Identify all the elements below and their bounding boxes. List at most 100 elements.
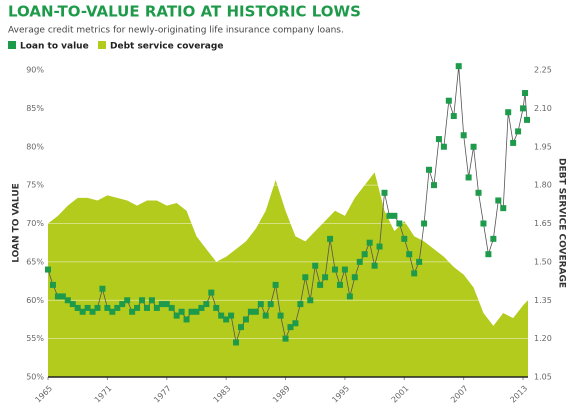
legend-swatch	[98, 41, 106, 49]
point	[381, 189, 388, 196]
x-tick-label: 1965	[33, 384, 54, 405]
point	[183, 316, 190, 323]
point	[386, 212, 393, 219]
point	[69, 301, 76, 308]
point	[346, 293, 353, 300]
legend-swatch	[8, 41, 16, 49]
point	[406, 251, 413, 258]
point	[173, 312, 180, 319]
point	[99, 285, 106, 292]
point	[341, 266, 348, 273]
point	[490, 235, 497, 242]
y-tick-label: 85%	[26, 104, 44, 113]
point	[49, 281, 56, 288]
point	[272, 281, 279, 288]
point	[495, 197, 502, 204]
y-tick-label: 50%	[26, 373, 44, 382]
point	[475, 189, 482, 196]
point	[426, 166, 433, 173]
point	[317, 281, 324, 288]
y2-tick-label: 1.65	[534, 219, 552, 228]
y-tick-label: 65%	[26, 257, 44, 266]
point	[510, 139, 517, 146]
y2-tick-label: 1.20	[534, 334, 552, 343]
point	[356, 258, 363, 265]
legend-label: Debt service coverage	[110, 42, 223, 52]
point	[287, 324, 294, 331]
point	[54, 293, 61, 300]
point	[59, 293, 66, 300]
point	[450, 113, 457, 120]
point	[396, 220, 403, 227]
point	[421, 220, 428, 227]
y-tick-label: 70%	[26, 219, 44, 228]
point	[94, 304, 101, 311]
point	[233, 339, 240, 346]
point	[470, 143, 477, 150]
point	[119, 301, 126, 308]
point	[143, 304, 150, 311]
point	[460, 132, 467, 139]
y-tick-label: 90%	[26, 66, 44, 75]
point	[64, 297, 71, 304]
point	[129, 308, 136, 315]
y-axis-label: LOAN TO VALUE	[12, 183, 22, 263]
legend-label: Loan to value	[20, 42, 89, 52]
point	[158, 301, 165, 308]
point	[134, 304, 141, 311]
y2-tick-label: 1.05	[534, 373, 552, 382]
y-tick-label: 80%	[26, 142, 44, 151]
point	[188, 308, 195, 315]
point	[208, 289, 215, 296]
point	[168, 304, 175, 311]
point	[445, 97, 452, 104]
x-tick-label: 1995	[330, 384, 351, 405]
point	[153, 304, 160, 311]
y-tick-label: 75%	[26, 181, 44, 190]
chart-subtitle: Average credit metrics for newly-origina…	[8, 26, 344, 36]
x-tick-label: 2007	[449, 384, 470, 405]
x-tick-label: 2013	[508, 384, 529, 405]
point	[267, 301, 274, 308]
point	[297, 301, 304, 308]
point	[505, 109, 512, 116]
y-tick-label: 55%	[26, 334, 44, 343]
point	[114, 304, 121, 311]
point	[327, 235, 334, 242]
point	[223, 316, 230, 323]
point	[242, 316, 249, 323]
point	[247, 308, 254, 315]
point	[485, 251, 492, 258]
y2-tick-label: 1.35	[534, 296, 552, 305]
point	[351, 274, 358, 281]
point	[524, 116, 531, 123]
point	[163, 301, 170, 308]
point	[515, 128, 522, 135]
point	[237, 324, 244, 331]
y-tick-label: 60%	[26, 296, 44, 305]
point	[218, 312, 225, 319]
point	[411, 270, 418, 277]
point	[104, 304, 111, 311]
point	[435, 136, 442, 143]
x-tick-label: 1977	[152, 384, 173, 405]
point	[74, 304, 81, 311]
point	[522, 90, 529, 97]
point	[440, 143, 447, 150]
point	[89, 308, 96, 315]
point	[312, 262, 319, 269]
y2-tick-label: 1.95	[534, 142, 552, 151]
point	[391, 212, 398, 219]
point	[228, 312, 235, 319]
point	[430, 182, 437, 189]
point	[401, 235, 408, 242]
y2-tick-label: 2.25	[534, 66, 552, 75]
x-tick-label: 1989	[271, 384, 292, 405]
point	[277, 312, 284, 319]
point	[203, 301, 210, 308]
x-tick-label: 2001	[390, 384, 411, 405]
point	[148, 297, 155, 304]
point	[139, 297, 146, 304]
point	[193, 308, 200, 315]
point	[213, 304, 220, 311]
